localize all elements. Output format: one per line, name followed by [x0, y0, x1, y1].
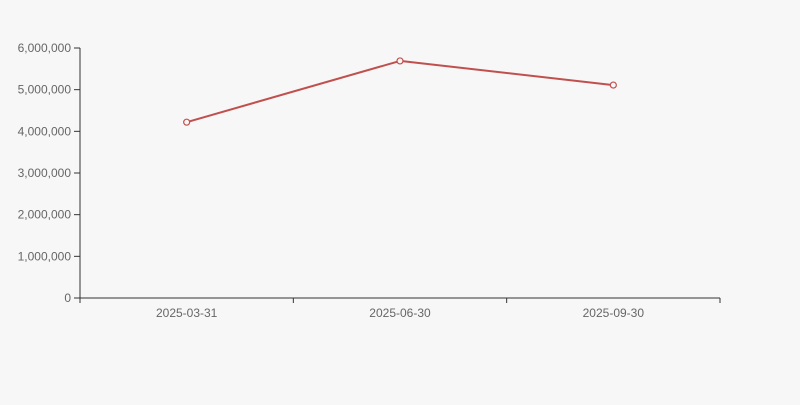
- y-axis-tick-label: 2,000,000: [18, 208, 72, 222]
- x-axis-tick-label: 2025-03-31: [156, 306, 218, 320]
- data-point-marker[interactable]: [183, 118, 191, 126]
- data-point-marker[interactable]: [609, 81, 617, 89]
- series-line: [185, 59, 615, 124]
- y-axis-tick-label: 3,000,000: [18, 166, 72, 180]
- y-axis-tick-label: 0: [64, 291, 71, 305]
- y-axis-tick-label: 5,000,000: [18, 83, 72, 97]
- y-axis-tick-label: 4,000,000: [18, 124, 72, 138]
- data-point-marker[interactable]: [396, 57, 404, 65]
- y-axis-tick-label: 1,000,000: [18, 249, 72, 263]
- x-axis-tick-label: 2025-09-30: [583, 306, 645, 320]
- x-axis-tick-label: 2025-06-30: [369, 306, 431, 320]
- y-axis-tick-label: 6,000,000: [18, 41, 72, 55]
